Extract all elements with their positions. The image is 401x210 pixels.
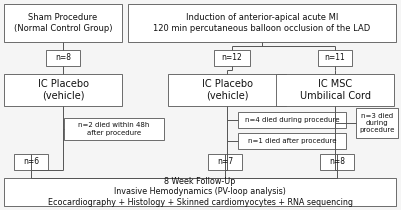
Text: n=11: n=11 (325, 54, 345, 63)
Text: n=12: n=12 (222, 54, 242, 63)
FancyBboxPatch shape (320, 154, 354, 170)
Text: n=4 died during procedure: n=4 died during procedure (245, 117, 339, 123)
FancyBboxPatch shape (64, 118, 164, 140)
Text: 8 Week Follow-Up
Invasive Hemodynamics (PV-loop analysis)
Ecocardiography + Hist: 8 Week Follow-Up Invasive Hemodynamics (… (47, 177, 352, 207)
FancyBboxPatch shape (168, 74, 286, 106)
Text: n=8: n=8 (329, 158, 345, 167)
FancyBboxPatch shape (4, 4, 122, 42)
Text: IC Placebo
(vehicle): IC Placebo (vehicle) (38, 79, 89, 101)
Text: Sham Procedure
(Normal Control Group): Sham Procedure (Normal Control Group) (14, 13, 112, 33)
Text: n=1 died after procedure: n=1 died after procedure (248, 138, 336, 144)
Text: n=6: n=6 (23, 158, 39, 167)
Text: n=7: n=7 (217, 158, 233, 167)
FancyBboxPatch shape (46, 50, 80, 66)
Text: IC Placebo
(vehicle): IC Placebo (vehicle) (201, 79, 253, 101)
FancyBboxPatch shape (318, 50, 352, 66)
Text: IC MSC
Umbilical Cord: IC MSC Umbilical Cord (300, 79, 371, 101)
Text: Induction of anterior-apical acute MI
120 min percutaneous balloon occlusion of : Induction of anterior-apical acute MI 12… (153, 13, 371, 33)
FancyBboxPatch shape (14, 154, 48, 170)
FancyBboxPatch shape (208, 154, 242, 170)
FancyBboxPatch shape (128, 4, 396, 42)
FancyBboxPatch shape (276, 74, 394, 106)
Text: n=8: n=8 (55, 54, 71, 63)
FancyBboxPatch shape (4, 74, 122, 106)
FancyBboxPatch shape (214, 50, 250, 66)
FancyBboxPatch shape (238, 133, 346, 149)
FancyBboxPatch shape (238, 112, 346, 128)
FancyBboxPatch shape (4, 178, 396, 206)
Text: n=3 died
during
procedure: n=3 died during procedure (359, 113, 395, 133)
FancyBboxPatch shape (356, 108, 398, 138)
Text: n=2 died within 48h
after procedure: n=2 died within 48h after procedure (78, 122, 150, 136)
